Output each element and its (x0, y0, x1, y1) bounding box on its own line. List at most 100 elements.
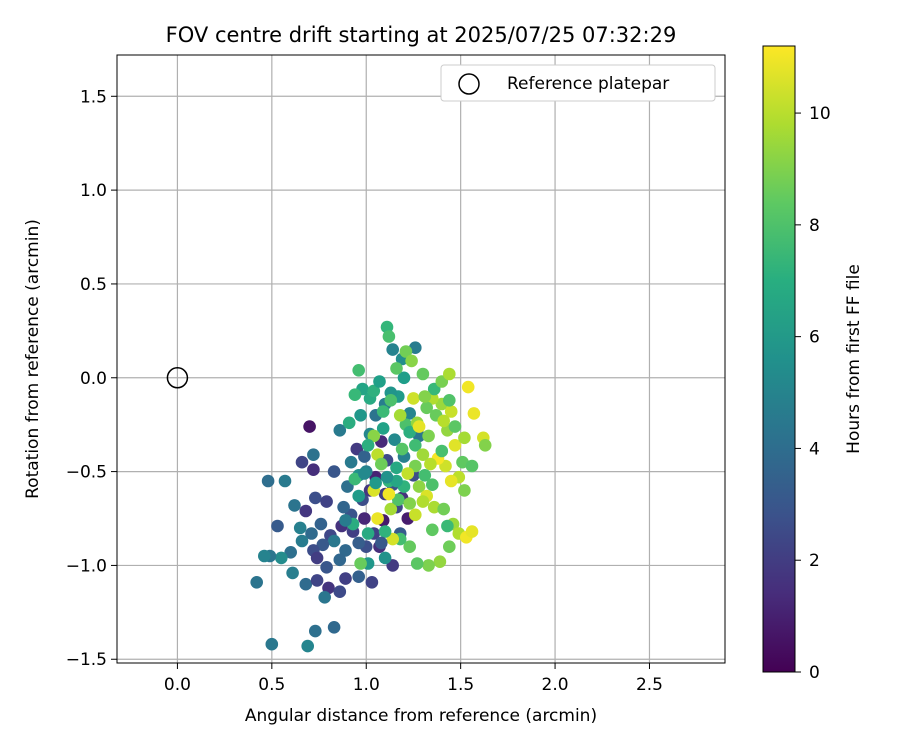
scatter-point (437, 414, 451, 428)
scatter-point (265, 637, 279, 651)
scatter-point (275, 551, 288, 565)
chart-title: FOV centre drift starting at 2025/07/25 … (166, 23, 677, 47)
scatter-point (352, 489, 366, 503)
scatter-point (433, 555, 447, 568)
scatter-point (358, 512, 371, 525)
scatter-point (299, 504, 313, 518)
colorbar-tick-label: 2 (809, 551, 820, 571)
scatter-point (382, 487, 396, 501)
y-tick-label: 1.5 (80, 87, 107, 107)
scatter-point (354, 557, 367, 570)
scatter-point (299, 577, 313, 591)
scatter-point (339, 572, 352, 585)
scatter-point (397, 371, 411, 385)
scatter-point (444, 474, 458, 488)
plot-frame (116, 54, 726, 664)
scatter-point (271, 519, 284, 533)
x-axis-label: Angular distance from reference (arcmin) (245, 706, 597, 726)
colorbar-ticks: 0 2 4 6 8 10 (795, 104, 831, 683)
scatter-point (378, 551, 392, 565)
scatter-point (367, 429, 381, 443)
x-tick-label: 2.0 (542, 675, 569, 695)
scatter-point (327, 621, 341, 634)
scatter-point (352, 570, 366, 583)
scatter-point (467, 407, 481, 420)
colorbar-tick-label: 10 (809, 104, 831, 124)
scatter-point (386, 343, 400, 356)
scatter-point (382, 330, 396, 343)
y-tick-label: 0.0 (80, 369, 107, 389)
scatter-point (448, 420, 462, 433)
scatter-point (403, 540, 417, 553)
scatter-point (420, 401, 434, 415)
scatter-point (307, 448, 320, 462)
scatter-point (448, 439, 462, 452)
scatter-point (342, 416, 356, 430)
scatter-point (458, 484, 471, 497)
scatter-point (412, 480, 426, 493)
scatter-point (314, 517, 328, 531)
y-axis-ticks: −1.5 −1.0 −0.5 0.0 0.5 1.0 1.5 (66, 87, 117, 670)
scatter-point (437, 502, 451, 516)
scatter-point (416, 448, 430, 462)
legend-label: Reference platepar (507, 74, 669, 94)
scatter-point (409, 508, 422, 522)
x-tick-label: 1.5 (447, 675, 474, 695)
scatter-point (390, 474, 403, 488)
scatter-point (395, 442, 409, 456)
scatter-point (320, 495, 333, 508)
colorbar: 0 2 4 6 8 10 Hours from first FF file (762, 45, 864, 683)
scatter-point (310, 574, 324, 587)
scatter-point (465, 459, 479, 473)
legend-open-circle-icon (458, 73, 480, 95)
scatter-point (392, 493, 405, 507)
scatter-point (435, 444, 449, 458)
y-tick-label: 1.0 (80, 181, 107, 201)
scatter-point (426, 478, 439, 492)
x-tick-label: 0.5 (258, 675, 285, 695)
scatter-point (261, 474, 275, 488)
scatter-point (403, 407, 417, 420)
scatter-point (418, 390, 432, 403)
colorbar-tick-label: 6 (809, 328, 820, 348)
scatter-point (443, 540, 456, 553)
scatter-point (390, 362, 403, 375)
scatter-point (375, 536, 388, 550)
scatter-point (295, 534, 309, 548)
scatter-point (427, 500, 441, 514)
scatter-point (390, 461, 403, 475)
scatter-point (418, 469, 432, 482)
scatter-point (303, 420, 316, 433)
scatter-point (352, 364, 366, 377)
scatter-point (278, 474, 292, 488)
scatter-point (426, 523, 439, 537)
scatter-point (339, 514, 352, 527)
scatter-point (380, 470, 394, 484)
scatter-point (384, 502, 398, 516)
scatter-point (412, 420, 426, 433)
x-axis-ticks: 0.0 0.5 1.0 1.5 2.0 2.5 (164, 663, 663, 695)
scatter-point (309, 491, 322, 505)
x-tick-label: 1.0 (353, 675, 380, 695)
scatter-point (458, 431, 471, 445)
scatter-point (380, 320, 394, 334)
scatter-point (352, 536, 366, 550)
scatter-point (409, 439, 422, 452)
y-tick-label: −1.0 (66, 556, 107, 576)
scatter-point (375, 457, 388, 471)
reference-marker-layer (166, 367, 189, 389)
scatter-point (456, 455, 469, 469)
scatter-point (295, 455, 309, 469)
scatter-point (403, 497, 417, 510)
scatter-point (371, 512, 384, 525)
colorbar-tick-label: 0 (809, 663, 820, 683)
scatter-point (369, 476, 383, 490)
scatter-point (305, 527, 318, 540)
scatter-point (393, 409, 407, 422)
scatter-point (465, 525, 479, 538)
scatter-point (443, 394, 456, 407)
scatter-point (320, 561, 333, 574)
scatter-point (367, 384, 381, 398)
scatter-point (316, 538, 330, 552)
